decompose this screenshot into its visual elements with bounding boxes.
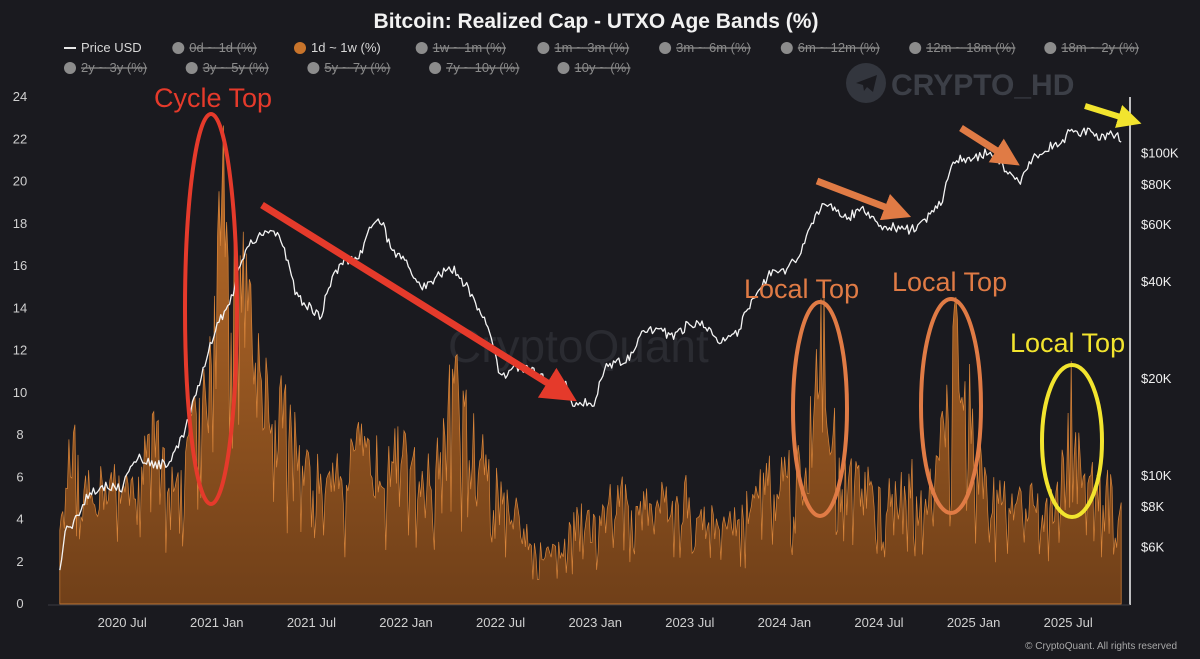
y-left-tick-18: 18	[13, 216, 27, 231]
legend-item-5y-7y[interactable]: 5y ~ 7y (%)	[307, 60, 391, 75]
legend-label: 7y ~ 10y (%)	[446, 60, 519, 75]
x-axis: 2020 Jul 2021 Jan 2021 Jul 2022 Jan 2022 Jul…	[98, 615, 1093, 630]
x-tick-2021-jan: 2021 Jan	[190, 615, 244, 630]
legend-item-6m-12m[interactable]: 6m ~ 12m (%)	[780, 40, 880, 55]
legend-label: 12m ~ 18m (%)	[926, 40, 1015, 55]
legend-label: 3y ~ 5y (%)	[203, 60, 269, 75]
legend-dot-marker	[780, 42, 793, 54]
x-tick-2022-jan: 2022 Jan	[379, 615, 433, 630]
y-left-tick-0: 0	[16, 596, 23, 611]
y-left-tick-12: 12	[13, 343, 27, 358]
annotation-label-local-top-1: Local Top	[744, 274, 859, 304]
y-left-tick-10: 10	[13, 385, 27, 400]
legend-label: 5y ~ 7y (%)	[324, 60, 390, 75]
legend-item-1d-1w[interactable]: 1d ~ 1w (%)	[294, 40, 381, 55]
annotation-arrow-orange-1	[815, 177, 912, 221]
annotation-label-cycle-top: Cycle Top	[154, 83, 272, 113]
legend-dot-marker	[185, 62, 198, 74]
x-tick-2023-jan: 2023 Jan	[568, 615, 622, 630]
legend-item-1m-3m[interactable]: 1m ~ 3m (%)	[537, 40, 629, 55]
annotation-arrow-red	[260, 202, 577, 402]
annotation-arrow-yellow	[1084, 103, 1142, 128]
legend-label: 2y ~ 3y (%)	[81, 60, 147, 75]
annotation-ellipse-cycle-top	[183, 112, 239, 506]
y-left-tick-22: 22	[13, 131, 27, 146]
y-left-tick-4: 4	[16, 512, 23, 527]
x-tick-2024-jul: 2024 Jul	[854, 615, 903, 630]
y-right-tick-60k: $60K	[1141, 217, 1172, 232]
legend-dot-marker	[659, 42, 672, 54]
x-tick-2023-jul: 2023 Jul	[665, 615, 714, 630]
x-tick-2020-jul: 2020 Jul	[98, 615, 147, 630]
legend: Price USD 0d ~ 1d (%) 1d ~ 1w (%) 1w ~ 1m (…	[64, 40, 1139, 75]
legend-dot-marker	[557, 62, 570, 74]
legend-item-0d-1d[interactable]: 0d ~ 1d (%)	[172, 40, 257, 55]
legend-dot-marker	[64, 62, 76, 74]
legend-dot-marker	[172, 42, 185, 54]
legend-dot-marker	[1044, 42, 1057, 54]
annotation-arrow-orange-2	[959, 125, 1020, 166]
y-left-tick-20: 20	[13, 174, 27, 189]
legend-item-price-usd[interactable]: Price USD	[64, 40, 142, 55]
annotation-label-local-top-3: Local Top	[1010, 328, 1125, 358]
annotation-label-local-top-2: Local Top	[892, 267, 1007, 297]
legend-label: 6m ~ 12m (%)	[798, 40, 880, 55]
y-left-tick-14: 14	[13, 300, 27, 315]
watermark-brand: CRYPTO_HD	[891, 69, 1074, 102]
legend-label: 0d ~ 1d (%)	[189, 40, 257, 55]
y-right-tick-100k: $100K	[1141, 146, 1179, 161]
legend-item-12m-18m[interactable]: 12m ~ 18m (%)	[909, 40, 1015, 55]
legend-dot-marker	[307, 62, 320, 74]
legend-dot-marker	[909, 42, 922, 54]
legend-label: 3m ~ 6m (%)	[676, 40, 751, 55]
y-right-tick-6k: $6K	[1141, 539, 1164, 554]
legend-label: Price USD	[81, 40, 142, 55]
legend-item-10y[interactable]: 10y ~ (%)	[557, 60, 631, 75]
x-tick-2021-jul: 2021 Jul	[287, 615, 336, 630]
annotation-ellipse-local-top-2	[919, 297, 983, 515]
y-left-tick-2: 2	[16, 554, 23, 569]
annotations: Cycle Top Local Top Local Top Local Top	[154, 83, 1142, 519]
y-right-tick-40k: $40K	[1141, 274, 1172, 289]
legend-label: 18m ~ 2y (%)	[1061, 40, 1139, 55]
annotation-ellipse-local-top-1	[791, 300, 849, 518]
legend-label: 1w ~ 1m (%)	[433, 40, 506, 55]
legend-item-18m-2y[interactable]: 18m ~ 2y (%)	[1044, 40, 1139, 55]
legend-label: 10y ~ (%)	[575, 60, 631, 75]
legend-item-3m-6m[interactable]: 3m ~ 6m (%)	[659, 40, 751, 55]
legend-dot-marker	[294, 42, 306, 54]
legend-dot-marker	[537, 42, 550, 54]
y-axis-right: $6K $8K $10K $20K $40K $60K $80K $100K	[1141, 146, 1179, 555]
x-tick-2025-jan: 2025 Jan	[947, 615, 1001, 630]
credit-text: © CryptoQuant. All rights reserved	[1025, 641, 1177, 652]
legend-item-7y-10y[interactable]: 7y ~ 10y (%)	[429, 60, 519, 75]
y-left-tick-8: 8	[16, 427, 23, 442]
x-tick-2024-jan: 2024 Jan	[758, 615, 812, 630]
legend-label: 1d ~ 1w (%)	[311, 40, 381, 55]
legend-dot-marker	[415, 42, 428, 54]
x-tick-2025-jul: 2025 Jul	[1044, 615, 1093, 630]
legend-item-2y-3y[interactable]: 2y ~ 3y (%)	[64, 60, 147, 75]
y-left-tick-16: 16	[13, 258, 27, 273]
annotation-ellipse-local-top-3	[1040, 363, 1104, 519]
legend-item-1w-1m[interactable]: 1w ~ 1m (%)	[415, 40, 506, 55]
y-right-tick-10k: $10K	[1141, 468, 1172, 483]
y-right-tick-20k: $20K	[1141, 371, 1172, 386]
telegram-plane-icon	[856, 75, 877, 92]
legend-label: 1m ~ 3m (%)	[554, 40, 629, 55]
y-right-tick-8k: $8K	[1141, 499, 1164, 514]
x-tick-2022-jul: 2022 Jul	[476, 615, 525, 630]
legend-item-3y-5y[interactable]: 3y ~ 5y (%)	[185, 60, 269, 75]
y-right-tick-80k: $80K	[1141, 177, 1172, 192]
y-left-tick-24: 24	[13, 89, 27, 104]
legend-dot-marker	[429, 62, 442, 74]
watermarks: CRYPTO_HD CryptoQuant	[448, 63, 1074, 372]
y-left-tick-6: 6	[16, 469, 23, 484]
chart-title: Bitcoin: Realized Cap - UTXO Age Bands (…	[374, 10, 819, 33]
